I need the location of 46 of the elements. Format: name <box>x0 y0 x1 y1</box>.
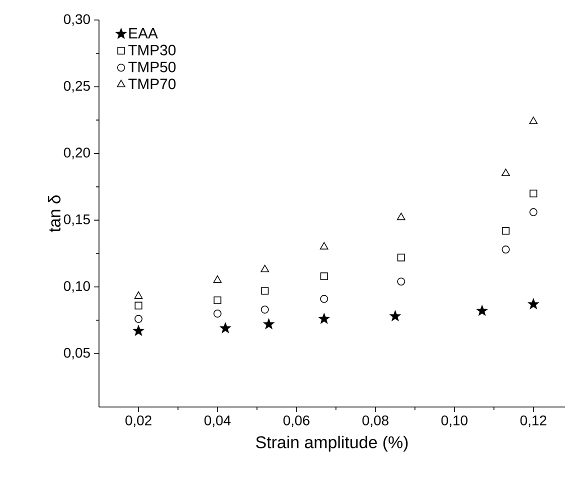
point <box>528 298 539 309</box>
point <box>390 310 401 321</box>
y-tick-label: 0,15 <box>64 214 90 226</box>
legend-label: TMP30 <box>128 44 176 56</box>
legend-label: TMP50 <box>128 62 176 72</box>
point <box>530 190 538 198</box>
point <box>502 227 510 235</box>
x-tick-label: 0,12 <box>520 415 546 428</box>
point <box>213 275 222 283</box>
point <box>261 287 269 295</box>
point <box>213 310 222 318</box>
point <box>134 314 142 323</box>
point <box>134 302 142 310</box>
x-tick-label: 0,02 <box>125 415 152 428</box>
y-tick-label: 0,20 <box>64 148 90 160</box>
y-axis-title: tan δ <box>48 195 61 232</box>
point <box>214 296 222 304</box>
y-tick-label: 0,10 <box>64 281 90 293</box>
point <box>320 272 328 280</box>
y-tick-label: 0,25 <box>64 80 90 92</box>
point <box>476 305 488 316</box>
point <box>260 264 270 272</box>
point <box>220 322 231 333</box>
point <box>529 208 538 216</box>
point <box>134 291 143 299</box>
point <box>397 254 405 262</box>
point <box>260 306 269 314</box>
point <box>529 116 538 124</box>
point <box>502 168 510 176</box>
x-axis-title: Strain amplitude (%) <box>256 436 408 452</box>
x-tick-label: 0,08 <box>362 415 388 428</box>
y-tick-label: 0,05 <box>64 348 90 360</box>
point <box>263 318 274 329</box>
point <box>397 278 406 286</box>
legend-label: TMP70 <box>128 78 176 90</box>
x-tick-label: 0,10 <box>441 415 468 428</box>
y-tick-label: 0,30 <box>64 14 90 26</box>
point <box>320 242 328 250</box>
legend-label: EAA <box>129 28 158 38</box>
point <box>320 294 328 303</box>
point <box>133 325 144 336</box>
x-tick-label: 0,04 <box>204 415 231 428</box>
point <box>502 246 510 254</box>
x-tick-label: 0,06 <box>283 415 310 428</box>
point <box>396 212 406 220</box>
point <box>318 313 330 324</box>
